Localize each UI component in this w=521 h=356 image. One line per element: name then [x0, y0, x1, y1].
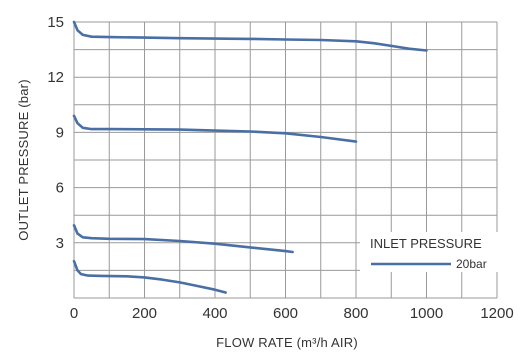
y-tick-label: 9: [56, 124, 64, 141]
series-group: [72, 20, 428, 294]
tick-labels: 0 200 400 600 800 1000 1200 3 6 9 12 15: [47, 14, 513, 322]
y-tick-label: 6: [56, 180, 64, 197]
y-tick-label: 15: [47, 14, 64, 31]
legend: INLET PRESSURE 20bar: [360, 232, 498, 272]
y-tick-label: 3: [56, 235, 64, 252]
series-line-2: [72, 114, 358, 143]
x-axis-title: FLOW RATE (m³/h AIR): [216, 335, 358, 350]
series-line-3: [72, 224, 294, 254]
x-tick-label: 600: [273, 305, 298, 322]
legend-title: INLET PRESSURE: [370, 236, 482, 251]
legend-box: [360, 232, 498, 272]
x-tick-label: 1200: [480, 305, 513, 322]
x-tick-label: 1000: [410, 305, 443, 322]
x-tick-label: 400: [202, 305, 227, 322]
x-tick-label: 800: [343, 305, 368, 322]
y-tick-label: 12: [47, 69, 64, 86]
x-tick-label: 0: [70, 305, 78, 322]
legend-label: 20bar: [456, 257, 487, 271]
series-line-4: [72, 259, 227, 294]
series-line-1: [72, 20, 428, 52]
x-tick-label: 200: [132, 305, 157, 322]
y-axis-title: OUTLET PRESSURE (bar): [16, 79, 31, 240]
